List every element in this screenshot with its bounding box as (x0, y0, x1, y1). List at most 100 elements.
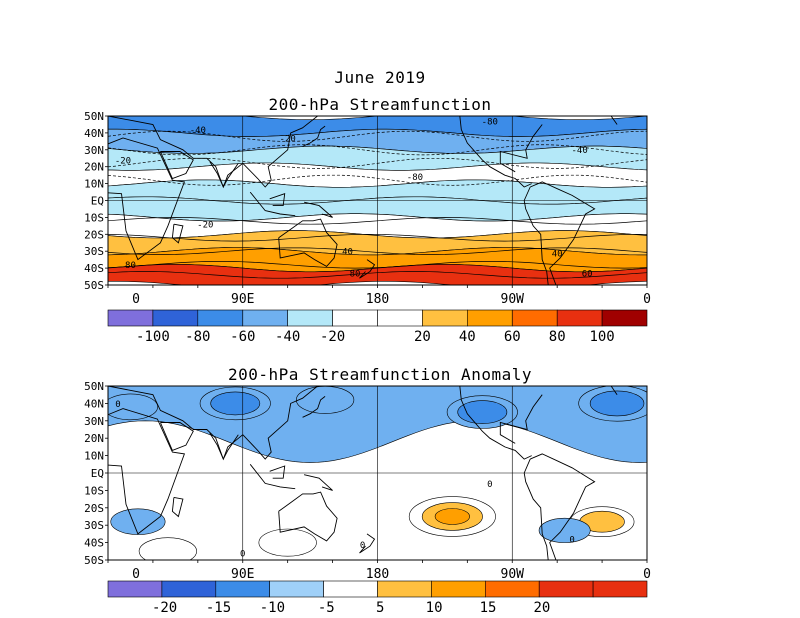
coastline (610, 386, 618, 395)
negative-anomaly-region (110, 508, 166, 535)
coastline (171, 223, 184, 244)
colorbar-box (556, 309, 603, 327)
colorbar-box (269, 580, 324, 598)
colorbar-tick-label: 100 (589, 329, 614, 345)
streamfunction-map-panel: -80 -40 -20 -20 -20 40 40 60 80 80 -80 -40 50N 40N 30N… (84, 110, 651, 307)
colorbar-box (601, 309, 648, 327)
contour-label: 0 (569, 536, 574, 546)
colorbar-box (592, 580, 648, 598)
coastline (610, 116, 618, 125)
coastline (171, 496, 184, 518)
contour-label: -20 (197, 221, 213, 231)
colorbar-box (511, 309, 558, 327)
colorbar-box (215, 580, 271, 598)
colorbar-tick-label: 10 (426, 600, 443, 616)
month-title: June 2019 (334, 68, 426, 87)
contour-label: 0 (487, 480, 492, 490)
x-tick-label: 180 (366, 567, 389, 582)
contour-label: -40 (571, 146, 587, 156)
colorbar-tick-label: -5 (318, 600, 335, 616)
colorbar-box (197, 309, 244, 327)
coastline (249, 464, 296, 490)
coastline (303, 474, 333, 491)
x-tick-label: 90W (501, 292, 525, 307)
x-tick-label: 90W (501, 567, 525, 582)
negative-anomaly-region (538, 517, 591, 543)
coastline (302, 396, 326, 418)
negative-anomaly-region (589, 390, 645, 417)
coastline (209, 161, 239, 189)
contour-label: -20 (115, 156, 131, 166)
y-tick-label: 50S (84, 554, 104, 567)
coastline (159, 422, 194, 451)
y-tick-label: 40N (84, 397, 104, 410)
colorbar-box (377, 309, 423, 327)
colorbar-tick-label: 5 (376, 600, 384, 616)
y-tick-label: 40S (84, 537, 104, 550)
coastline (459, 116, 532, 188)
contour-label: 60 (582, 270, 593, 280)
positive-anomaly-region (258, 528, 317, 557)
colorbar-tick-label: -80 (185, 329, 210, 345)
contour-label: 80 (350, 270, 361, 280)
coastline (209, 432, 239, 461)
coastline (108, 408, 186, 535)
y-tick-label: 30S (84, 519, 104, 532)
coastline (108, 116, 318, 189)
colorbar-tick-label: -15 (206, 600, 231, 616)
coastline (523, 453, 596, 560)
colorbar-tick-label: -10 (260, 600, 285, 616)
coastline (359, 533, 376, 554)
y-tick-label: 30S (84, 245, 104, 258)
contour-label: -40 (190, 126, 206, 136)
colorbar-box (287, 309, 333, 327)
colorbar-box (242, 309, 289, 327)
y-tick-label: 50N (84, 380, 104, 393)
x-tick-label: 90E (231, 567, 254, 582)
y-tick-label: 50S (84, 279, 104, 292)
coastline (269, 465, 286, 479)
colorbar-box (466, 309, 513, 327)
y-tick-label: 50N (84, 110, 104, 123)
colorbar-box (538, 580, 594, 598)
contour-label: -80 (407, 173, 423, 183)
colorbar-box (431, 580, 486, 598)
colorbar-tick-label: -20 (152, 600, 177, 616)
coastline (499, 394, 543, 444)
coastline (459, 386, 532, 460)
anomaly-colorbar: -20 -15 -10 -5 5 10 15 20 (107, 580, 648, 616)
colorbar-tick-label: -40 (275, 329, 300, 345)
colorbar-tick-label: 15 (480, 600, 497, 616)
x-tick-label: 0 (132, 567, 140, 582)
contour-label: -20 (280, 134, 296, 144)
y-tick-label: 10N (84, 450, 104, 463)
x-tick-label: 0 (643, 567, 651, 582)
coastline (499, 124, 543, 173)
colorbar-tick-label: -20 (320, 329, 345, 345)
coastline (278, 218, 338, 267)
colorbar-box (422, 309, 468, 327)
streamfunction-colorbar: -100 -80 -60 -40 -20 20 40 60 80 100 (107, 309, 648, 345)
y-tick-label: 20S (84, 502, 104, 515)
contour-label: 40 (342, 248, 353, 258)
y-tick-label: 40S (84, 262, 104, 275)
contour-label: 40 (552, 249, 563, 259)
coastline (302, 125, 326, 147)
colorbar-box (484, 580, 540, 598)
bottom-chart-title: 200-hPa Streamfunction Anomaly (228, 365, 532, 384)
coastline (108, 137, 186, 261)
colorbar-tick-label: 20 (414, 329, 431, 345)
y-tick-label: 10S (84, 484, 104, 497)
contour-label: 0 (360, 541, 365, 551)
colorbar-box (377, 580, 432, 598)
y-tick-label: 20N (84, 432, 104, 445)
negative-anomaly-region (457, 400, 508, 424)
coastline (159, 151, 194, 180)
colorbar-box (323, 580, 378, 598)
coastline (108, 386, 318, 461)
colorbar-box (161, 580, 217, 598)
coastline (359, 259, 376, 279)
colorbar-box (332, 309, 378, 327)
